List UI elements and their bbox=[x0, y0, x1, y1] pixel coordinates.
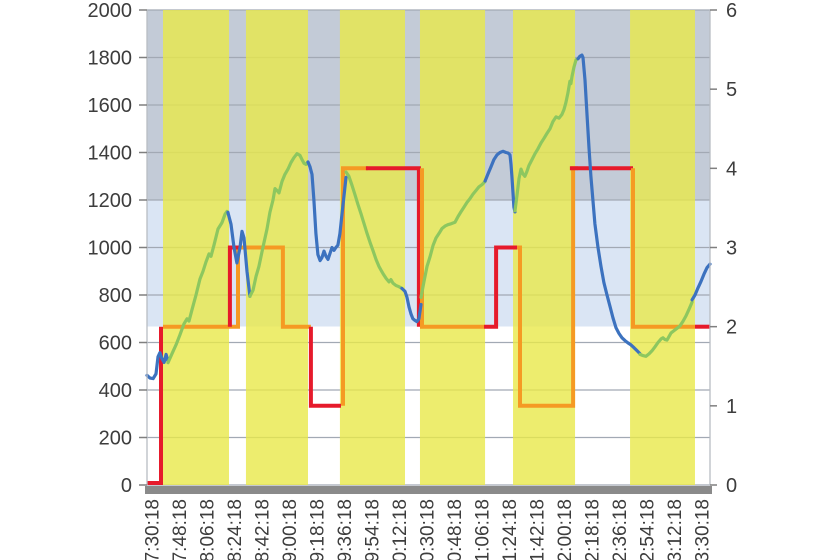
step-segment-red bbox=[227, 245, 240, 327]
x-axis-bar bbox=[145, 486, 712, 494]
left-axis-tick-label: 400 bbox=[99, 380, 132, 402]
curve-segment-green bbox=[638, 300, 694, 358]
right-axis-tick-label: 6 bbox=[726, 0, 737, 22]
x-axis-tick-label: 10:12:18 bbox=[390, 499, 411, 560]
x-axis-tick-label: 13:30:18 bbox=[693, 499, 714, 560]
curve-segment-blue bbox=[576, 53, 642, 356]
x-axis-tick-label: 9:36:18 bbox=[335, 499, 356, 560]
step-segment-red bbox=[308, 326, 341, 408]
left-axis-tick-label: 1400 bbox=[88, 143, 133, 165]
left-axis-tick-label: 1800 bbox=[88, 48, 133, 70]
curve-segment-green bbox=[513, 57, 580, 213]
x-axis-tick-label: 12:00:18 bbox=[555, 499, 576, 560]
step-segment-red bbox=[484, 245, 517, 329]
x-axis-tick-label: 12:54:18 bbox=[638, 499, 659, 560]
y-axis-left-labels: 0 200 400 600 800 1000 1200 1400 1600 1800 2000 bbox=[88, 0, 133, 497]
x-axis-tick-label: 7:48:18 bbox=[170, 499, 191, 560]
x-axis-tick-label: 9:18:18 bbox=[308, 499, 329, 560]
step-segment-red bbox=[147, 326, 163, 485]
curve-segment-blue bbox=[400, 286, 423, 324]
curve-segment-blue bbox=[226, 210, 252, 298]
x-axis-tick-label: 8:06:18 bbox=[198, 499, 219, 560]
right-axis-tick-label: 1 bbox=[726, 396, 737, 418]
left-axis-tick-label: 600 bbox=[99, 333, 132, 355]
x-axis-tick-label: 12:36:18 bbox=[610, 499, 631, 560]
curve-segment-green bbox=[419, 179, 487, 299]
x-axis-tick-label: 8:42:18 bbox=[253, 499, 274, 560]
curve-segment-blue bbox=[690, 262, 712, 302]
left-axis-tick-label: 800 bbox=[99, 285, 132, 307]
x-axis-tick-label: 12:18:18 bbox=[583, 499, 604, 560]
curve-segment-green bbox=[344, 170, 404, 290]
right-axis-tick-label: 2 bbox=[726, 317, 737, 339]
step-segment-orange bbox=[341, 166, 368, 406]
left-axis-tick-label: 1600 bbox=[88, 95, 133, 117]
right-axis-tick-label: 4 bbox=[726, 158, 737, 180]
left-axis-tick-label: 1200 bbox=[88, 190, 133, 212]
curve-segment-blue bbox=[306, 160, 348, 263]
curve-segment-blue bbox=[145, 351, 170, 381]
x-axis-tick-label: 9:00:18 bbox=[280, 499, 301, 560]
right-axis-tick-label: 3 bbox=[726, 238, 737, 260]
x-axis-tick-label: 9:54:18 bbox=[363, 499, 384, 560]
curve-segment-blue bbox=[483, 149, 517, 214]
curve-segment-green bbox=[248, 152, 310, 298]
x-axis-tick-label: 10:48:18 bbox=[445, 499, 466, 560]
x-axis-tick-label: 11:24:18 bbox=[500, 499, 521, 560]
x-axis-tick-label: 7:30:18 bbox=[143, 499, 164, 560]
x-axis-tick-label: 13:12:18 bbox=[665, 499, 686, 560]
x-axis-tick-label: 10:30:18 bbox=[418, 499, 439, 560]
step-segment-orange bbox=[631, 168, 695, 329]
series-step-lines bbox=[147, 166, 710, 485]
curve-segment-green bbox=[166, 209, 230, 365]
step-segment-orange bbox=[163, 245, 311, 329]
left-axis-tick-label: 200 bbox=[99, 428, 132, 450]
x-axis-tick-label: 11:42:18 bbox=[528, 499, 549, 560]
step-segment-orange bbox=[420, 168, 484, 329]
axis-ticks-layer bbox=[139, 9, 717, 486]
left-axis-tick-label: 2000 bbox=[88, 0, 133, 22]
x-axis-tick-label: 11:06:18 bbox=[473, 499, 494, 560]
left-axis-tick-label: 0 bbox=[121, 475, 132, 497]
right-axis-tick-label: 5 bbox=[726, 79, 737, 101]
x-axis-labels: 7:30:18 7:48:18 8:06:18 8:24:18 8:42:18 9:00:… bbox=[143, 499, 714, 560]
left-axis-tick-label: 1000 bbox=[88, 238, 133, 260]
x-axis-tick-label: 8:24:18 bbox=[225, 499, 246, 560]
step-segment-red bbox=[365, 166, 421, 327]
y-axis-right-labels: 0 1 2 3 4 5 6 bbox=[726, 0, 737, 497]
right-axis-tick-label: 0 bbox=[726, 475, 737, 497]
series-process-curve bbox=[145, 53, 712, 381]
